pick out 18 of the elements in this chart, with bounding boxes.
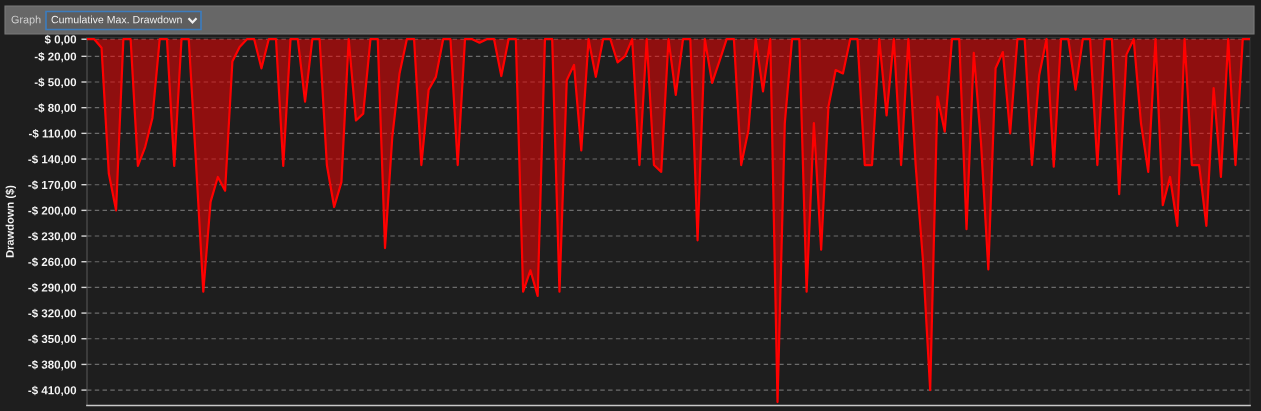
y-tick-label: -$ 50,00	[34, 77, 77, 88]
y-tick-label: $ 0,00	[44, 34, 77, 46]
y-tick-label: -$ 200,00	[28, 206, 77, 217]
y-tick-label: -$ 290,00	[28, 283, 77, 294]
y-tick-label: -$ 80,00	[34, 103, 77, 114]
text: Graph	[11, 15, 41, 26]
y-tick-label: -$ 20,00	[34, 51, 77, 63]
y-tick-label: -$ 170,00	[28, 180, 77, 191]
y-tick-label: -$ 410,00	[28, 385, 77, 397]
y-tick-label: -$ 110,00	[28, 128, 77, 140]
y-tick-label: -$ 140,00	[28, 154, 77, 165]
y-tick-label: -$ 380,00	[28, 360, 77, 371]
y-axis-title: Drawdown ($)	[5, 185, 16, 258]
chart-title: Cumulative Max. Drawdown	[51, 15, 182, 24]
y-tick-label: -$ 350,00	[28, 334, 77, 345]
y-tick-label: -$ 320,00	[28, 308, 77, 320]
y-tick-label: -$ 230,00	[28, 231, 77, 243]
y-tick-label: -$ 260,00	[28, 257, 77, 268]
